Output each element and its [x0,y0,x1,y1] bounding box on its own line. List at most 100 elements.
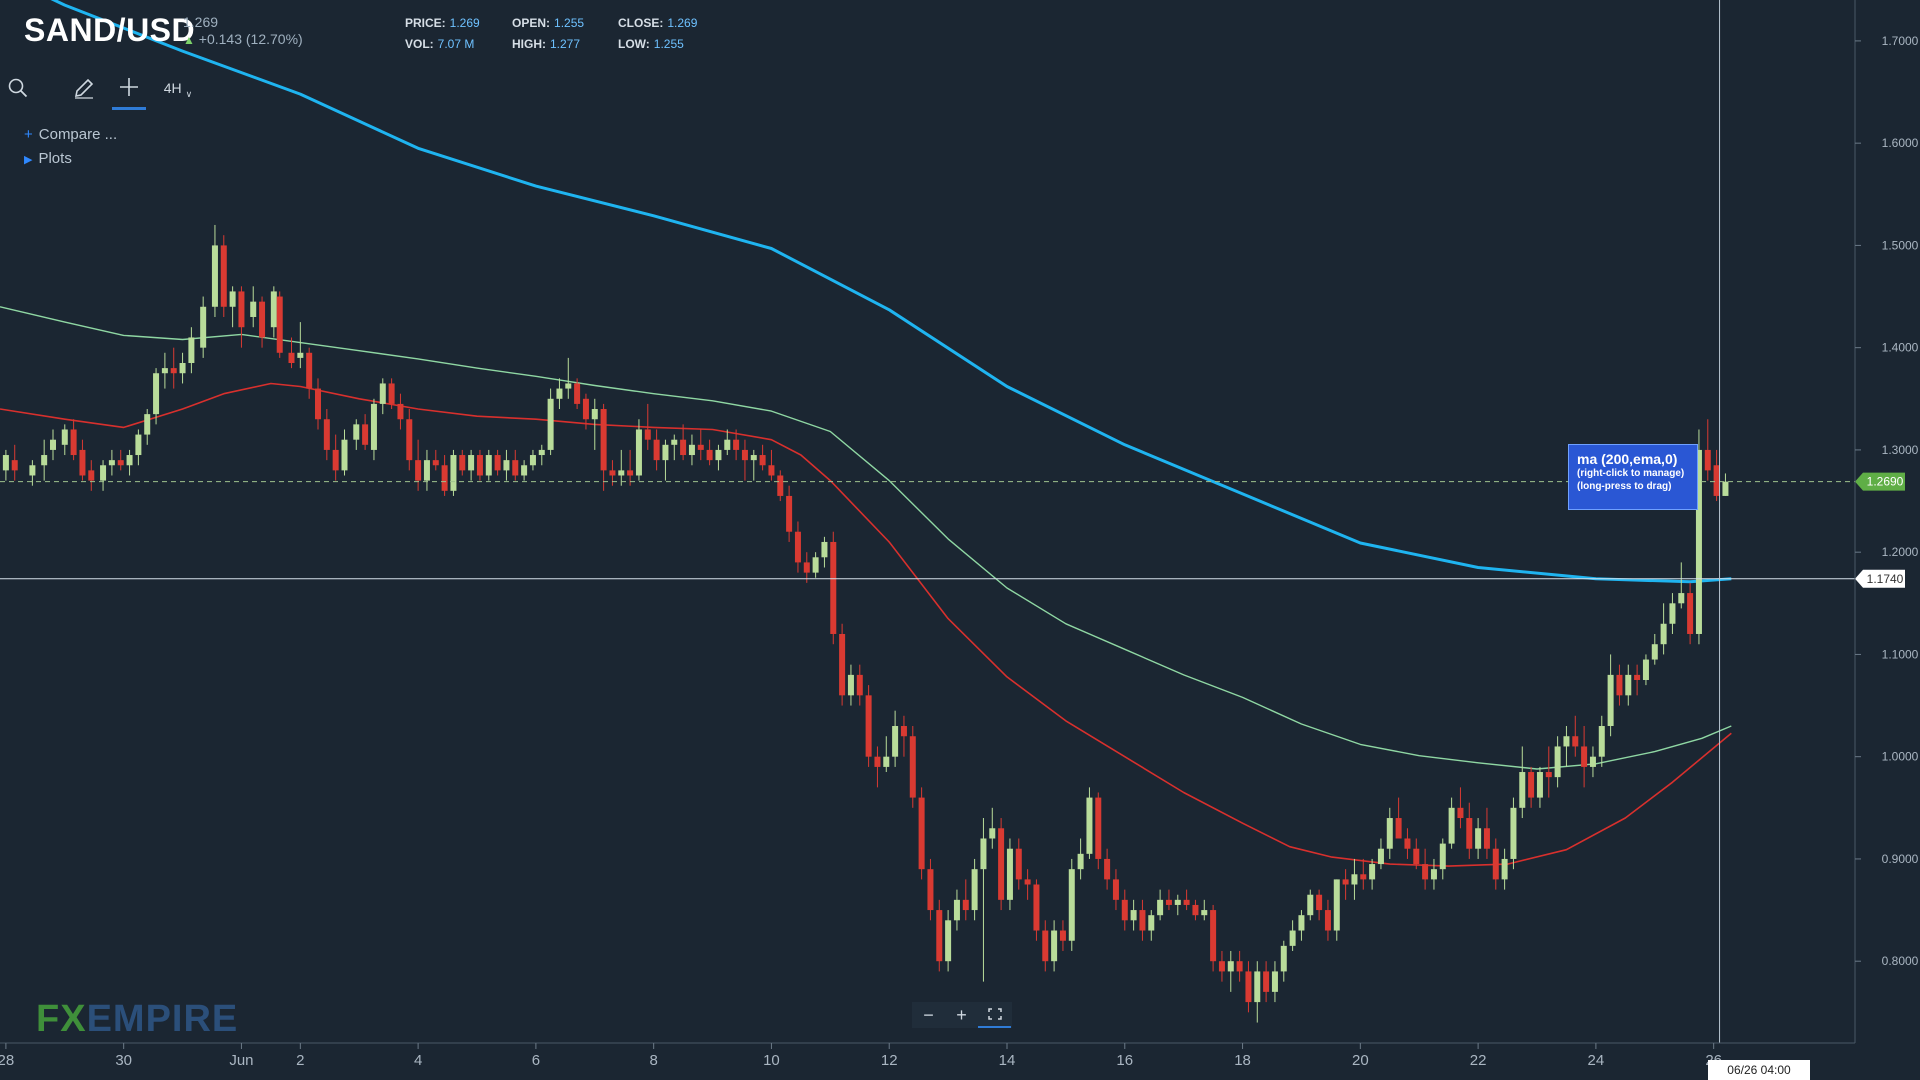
candle [250,286,257,328]
candle-body [406,419,413,461]
candle [1422,848,1429,890]
candle [220,235,227,317]
candle-body [1024,879,1031,885]
stat-close: CLOSE: 1.269 [618,16,698,30]
zoom-out-button[interactable]: − [923,1004,934,1025]
candle [1121,889,1128,931]
candle [1148,910,1155,941]
candle-body [1006,848,1013,900]
candle-body [1439,843,1446,870]
candle-body [1634,674,1641,680]
candle [1210,904,1217,972]
candle-body [918,797,925,870]
candle [1227,950,1234,992]
candle-body [117,460,124,466]
candle [1439,838,1446,880]
search-icon[interactable] [2,66,34,110]
ma-tooltip[interactable]: ma (200,ema,0) (right-click to manage) (… [1568,444,1698,510]
candle [1139,899,1146,941]
candles [2,224,1729,1023]
zoom-controls: − + [912,1002,1012,1028]
x-tick-label: 28 [0,1052,14,1069]
candle [108,449,115,476]
candle-body [1342,879,1349,885]
candle-body [688,444,695,456]
y-tick-label: 1.0000 [1882,750,1919,764]
candle-body [1386,818,1393,849]
candle [1104,848,1111,890]
candle [1413,838,1420,870]
candle [379,378,386,415]
candle-body [1413,848,1420,865]
change-value: +0.143 (12.70%) [198,31,303,47]
candle [388,378,395,410]
candle-body [1095,797,1102,859]
x-tick-label: 20 [1352,1052,1369,1069]
candle-body [1289,930,1296,946]
interval-select[interactable]: 4H ∨ [154,66,202,110]
candle [238,286,245,348]
zoom-in-button[interactable]: + [956,1004,967,1025]
x-tick-label: 8 [649,1052,657,1069]
candle [812,552,819,578]
up-arrow-icon: ▲ [183,33,195,47]
candle-body [1324,910,1331,931]
candle-body [459,455,466,471]
candle [423,449,430,491]
candle-body [288,352,295,364]
candle [1369,858,1376,890]
candle [945,910,952,972]
candle [1068,858,1075,951]
pencil-icon[interactable] [68,66,100,110]
candle-body [1192,904,1199,916]
candle-body [1492,848,1499,880]
candle-body [1271,971,1278,992]
candle [1528,766,1535,808]
candle [582,393,589,430]
candle-body [1457,807,1464,819]
candle [1448,797,1455,849]
candle-body [144,414,151,435]
candle [1475,818,1482,859]
candle [1386,807,1393,859]
plots-toggle[interactable]: ▶ Plots [24,150,72,167]
candle-body [211,245,218,307]
candle-body [1448,807,1455,844]
candle-body [2,455,9,471]
candle-body [1651,644,1658,660]
candle [61,424,68,456]
last-price: 1.269 [183,14,219,30]
plus-icon: + [24,126,33,143]
candle [635,419,642,481]
candle [697,429,704,461]
candle-body [100,465,107,481]
price-change: ▲ +0.143 (12.70%) [183,31,303,47]
candle [1051,920,1058,972]
candle [1625,664,1632,706]
crosshair-icon[interactable] [112,66,146,110]
candle [821,536,828,568]
candle [126,449,133,476]
candle-body [126,455,133,466]
candle [297,322,304,369]
candle-body [1112,879,1119,900]
candle-body [1554,746,1561,778]
crosshair-price-marker [1855,569,1905,588]
candle [397,393,404,430]
candle-body [1157,899,1164,916]
candle-body [865,695,872,757]
candle-body [1695,449,1702,634]
candle [706,439,713,466]
y-tick-label: 1.4000 [1882,341,1919,355]
fullscreen-icon[interactable] [978,1002,1011,1028]
candle-body [1660,623,1667,645]
fxempire-logo: FXEMPIRE [36,998,239,1040]
candle-body [1227,961,1234,972]
x-tick-label: 24 [1588,1052,1605,1069]
candle-body [306,352,313,389]
compare-button[interactable]: + Compare ... [24,126,118,143]
candle-body [341,439,348,471]
candle [618,449,625,486]
